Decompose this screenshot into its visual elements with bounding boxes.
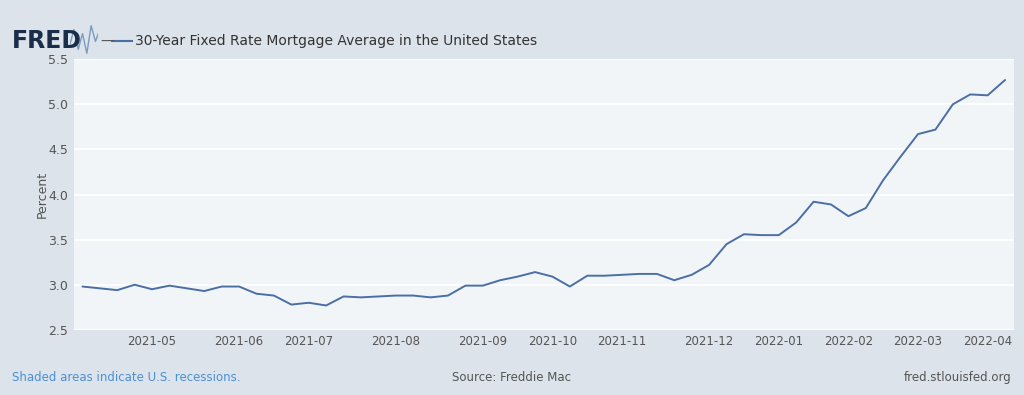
Text: —: —	[100, 34, 114, 49]
Text: fred.stlouisfed.org: fred.stlouisfed.org	[904, 371, 1012, 384]
Text: 30-Year Fixed Rate Mortgage Average in the United States: 30-Year Fixed Rate Mortgage Average in t…	[135, 34, 538, 49]
Y-axis label: Percent: Percent	[36, 171, 49, 218]
Text: Source: Freddie Mac: Source: Freddie Mac	[453, 371, 571, 384]
Text: Shaded areas indicate U.S. recessions.: Shaded areas indicate U.S. recessions.	[12, 371, 241, 384]
Text: FRED: FRED	[12, 30, 82, 53]
